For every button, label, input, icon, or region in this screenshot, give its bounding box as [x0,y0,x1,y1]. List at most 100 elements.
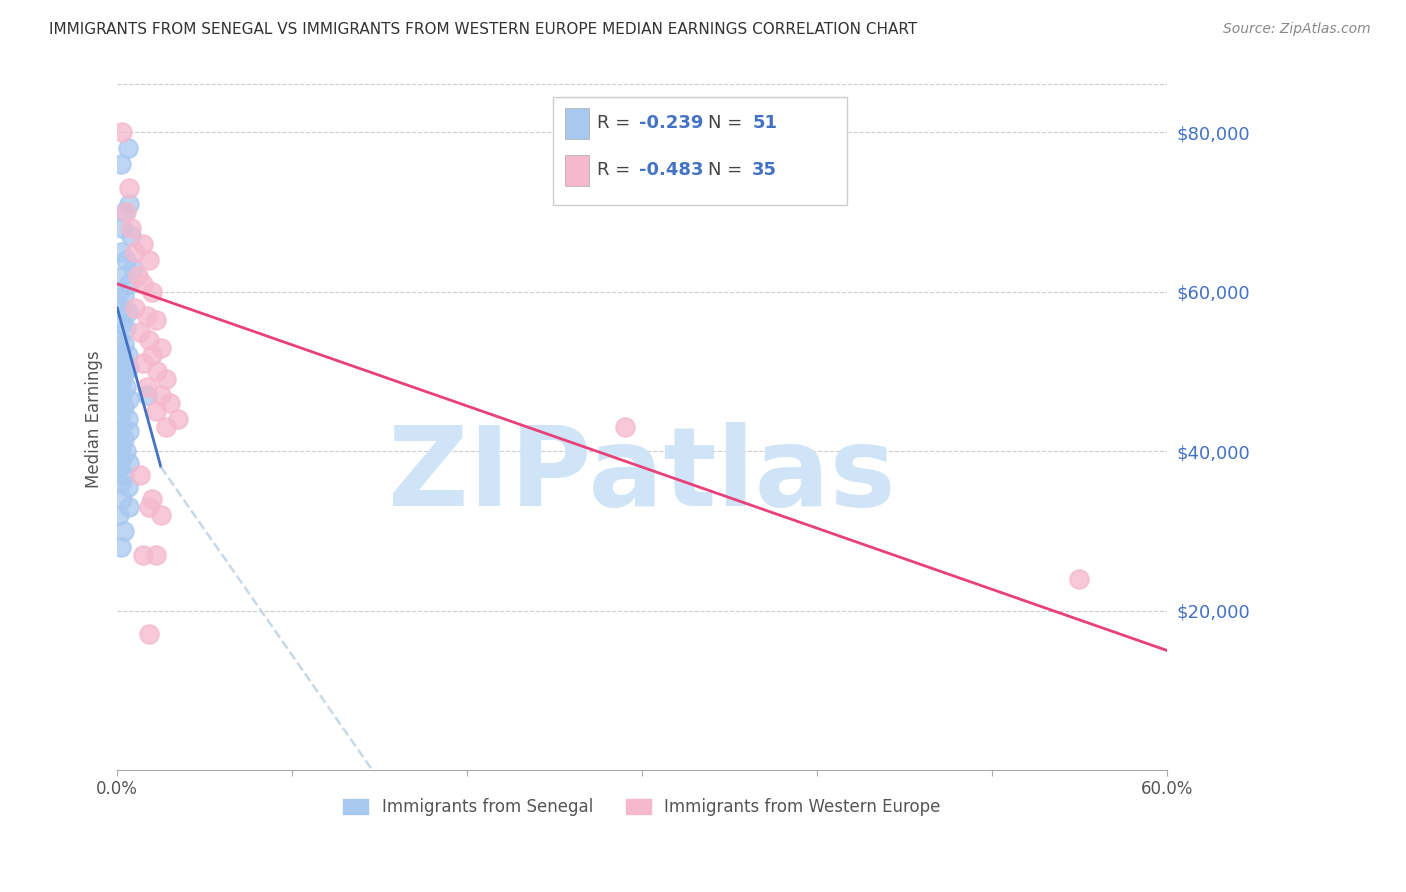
Text: N =: N = [709,114,748,132]
Point [117,412,139,426]
Point [115,444,138,458]
Legend: Immigrants from Senegal, Immigrants from Western Europe: Immigrants from Senegal, Immigrants from… [335,790,949,825]
Point [132,356,155,370]
Point [122,260,145,275]
Point [613,420,636,434]
Point [112,401,135,415]
Point [118,392,141,407]
Point [138,252,160,267]
FancyBboxPatch shape [565,155,589,186]
Point [124,301,146,315]
Point [108,460,131,475]
Y-axis label: Median Earnings: Median Earnings [86,351,103,488]
Point [118,424,141,438]
Point [149,388,172,402]
Point [111,125,134,139]
Point [112,289,135,303]
Point [108,364,131,378]
Point [138,500,160,514]
Point [110,244,132,259]
Point [120,221,142,235]
Point [155,420,177,434]
Point [118,456,141,470]
Point [111,491,134,506]
Point [115,205,138,219]
Point [112,468,135,483]
Point [141,285,163,299]
Point [136,309,159,323]
Point [112,336,135,351]
Point [112,524,135,538]
Text: ZIPatlas: ZIPatlas [388,422,896,529]
Point [111,420,134,434]
Point [115,320,138,334]
Point [110,440,132,454]
Point [108,285,131,299]
Point [110,409,132,423]
Point [108,396,131,410]
Text: N =: N = [709,161,748,179]
Point [108,508,131,522]
Text: -0.483: -0.483 [638,161,703,179]
Point [110,476,132,491]
Point [120,228,142,243]
Text: 35: 35 [752,161,778,179]
Point [110,157,132,171]
Point [127,268,149,283]
Point [110,376,132,391]
Text: IMMIGRANTS FROM SENEGAL VS IMMIGRANTS FROM WESTERN EUROPE MEDIAN EARNINGS CORREL: IMMIGRANTS FROM SENEGAL VS IMMIGRANTS FR… [49,22,918,37]
Point [155,372,177,386]
Point [108,428,131,442]
Point [132,548,155,562]
Text: R =: R = [598,161,636,179]
Point [111,317,134,331]
Point [138,333,160,347]
Point [108,333,131,347]
Point [117,480,139,494]
Point [118,500,141,514]
Point [132,277,155,291]
Text: R =: R = [598,114,636,132]
Point [145,404,167,418]
Point [167,412,190,426]
Point [110,540,132,554]
Point [112,368,135,383]
Text: 51: 51 [752,114,778,132]
Point [129,468,152,483]
Point [112,432,135,446]
FancyBboxPatch shape [553,96,846,205]
FancyBboxPatch shape [565,108,589,138]
Point [117,349,139,363]
Point [115,252,138,267]
Point [149,508,172,522]
Point [118,360,141,375]
Point [138,627,160,641]
Point [136,380,159,394]
Point [118,181,141,195]
Point [146,364,169,378]
Point [149,341,172,355]
Point [145,548,167,562]
Point [111,452,134,467]
Point [111,268,134,283]
Point [110,301,132,315]
Point [117,141,139,155]
Point [111,388,134,402]
Point [145,312,167,326]
Point [111,221,134,235]
Point [110,344,132,359]
Point [159,396,181,410]
Point [117,304,139,318]
Point [141,349,163,363]
Text: -0.239: -0.239 [638,114,703,132]
Point [115,380,138,394]
Point [124,244,146,259]
Point [112,205,135,219]
Point [136,388,159,402]
Point [118,277,141,291]
Point [118,197,141,211]
Point [111,356,134,370]
Text: Source: ZipAtlas.com: Source: ZipAtlas.com [1223,22,1371,37]
Point [129,325,152,339]
Point [132,236,155,251]
